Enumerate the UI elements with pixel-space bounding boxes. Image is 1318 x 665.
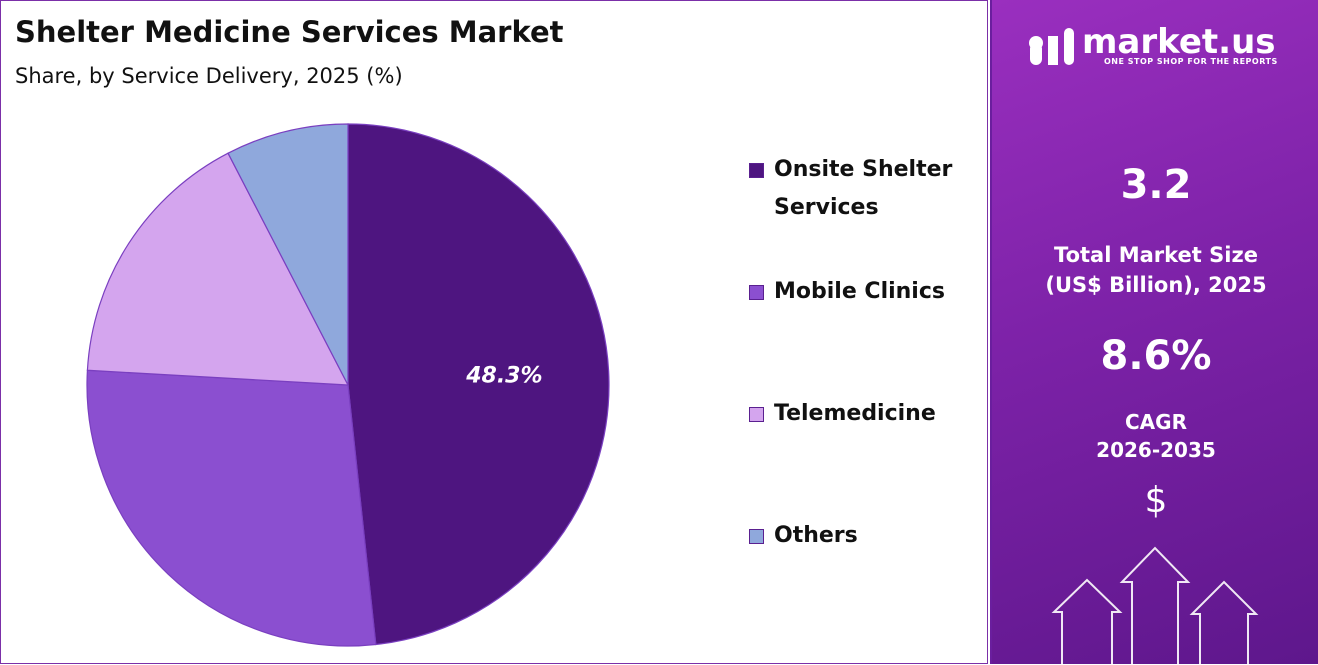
- pie-slice: [227, 123, 349, 386]
- cagr: 8.6%: [1100, 333, 1212, 379]
- legend-item: Telemedicine: [749, 395, 979, 433]
- brand: market.us: [1082, 22, 1276, 62]
- chart-subtitle: Share, by Service Delivery, 2025 (%): [15, 64, 403, 88]
- legend-label: Others: [774, 523, 858, 548]
- legend-label: Mobile Clinics: [774, 279, 945, 304]
- legend-swatch: [749, 285, 764, 300]
- arrows: [1051, 546, 1259, 664]
- logo-mark: [1029, 28, 1074, 65]
- data-label: 48.3%: [465, 364, 542, 389]
- chart-panel: Shelter Medicine Services Market Share, …: [0, 0, 988, 664]
- legend-swatch: [749, 163, 764, 178]
- legend-item: Others: [749, 517, 979, 555]
- legend-item: Mobile Clinics: [749, 273, 979, 311]
- tagline: ONE STOP SHOP FOR THE REPORTS: [1104, 57, 1278, 66]
- chart-title: Shelter Medicine Services Market: [15, 15, 564, 49]
- legend-item: Onsite Shelter Services: [749, 151, 979, 227]
- pie-chart: 48.3%: [86, 123, 610, 647]
- sidebar-art: [1029, 28, 1259, 664]
- market-size: 3.2: [1120, 162, 1192, 208]
- market-size-label: Total Market Size: [1054, 243, 1258, 267]
- pie-slice: [86, 152, 350, 386]
- currency-icon: $: [1144, 480, 1168, 521]
- legend-swatch: [749, 529, 764, 544]
- pie-slice: [347, 123, 610, 646]
- cagr-label: 2026-2035: [1096, 438, 1216, 462]
- cagr-label: CAGR: [1125, 410, 1187, 434]
- sidebar: market.us ONE STOP SHOP FOR THE REPORTS …: [990, 0, 1318, 664]
- legend-label: Telemedicine: [774, 401, 936, 426]
- legend-label: Onsite Shelter Services: [774, 157, 953, 220]
- market-size-label: (US$ Billion), 2025: [1045, 273, 1267, 297]
- pie-slice: [86, 369, 377, 647]
- legend-swatch: [749, 407, 764, 422]
